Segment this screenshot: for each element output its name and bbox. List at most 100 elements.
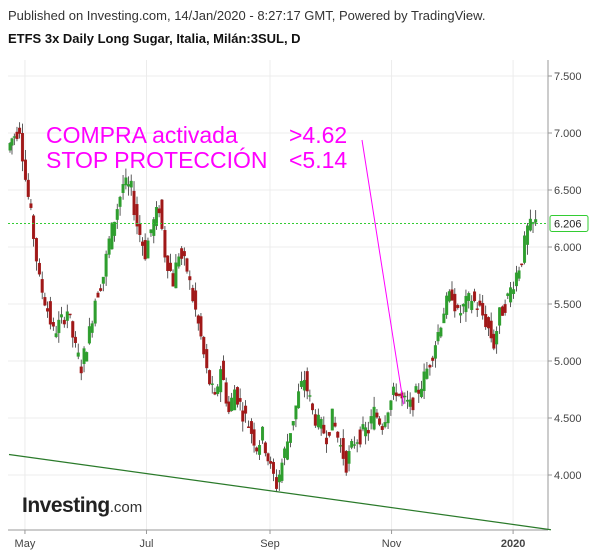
- investing-logo: Investing.com: [22, 494, 143, 517]
- candle: [146, 237, 150, 259]
- candle: [280, 458, 284, 483]
- candle: [313, 409, 317, 428]
- candle: [65, 304, 69, 329]
- candle: [188, 270, 192, 290]
- candle: [489, 312, 493, 343]
- candle: [233, 385, 237, 411]
- candle: [241, 402, 245, 432]
- candle: [202, 335, 206, 359]
- candle: [85, 351, 89, 362]
- candle: [110, 222, 114, 250]
- candle: [467, 291, 471, 309]
- candle: [32, 214, 36, 247]
- candle: [422, 363, 426, 399]
- candle: [470, 295, 474, 314]
- candle: [512, 281, 516, 299]
- x-tick-label: May: [15, 538, 36, 550]
- candle: [445, 292, 449, 319]
- y-tick-label: 7.000: [554, 128, 582, 140]
- candle: [274, 469, 278, 492]
- candle: [34, 237, 38, 271]
- candle: [37, 258, 41, 277]
- candle: [196, 314, 200, 331]
- candle: [263, 441, 267, 457]
- x-axis-ticks: May Jul Sep Nov 2020: [15, 530, 525, 550]
- candle: [93, 298, 97, 327]
- candle: [481, 295, 485, 320]
- candle: [168, 253, 172, 272]
- candle: [219, 365, 223, 403]
- candle: [258, 440, 262, 461]
- candle: [8, 142, 12, 153]
- candle: [285, 433, 289, 461]
- candle: [327, 432, 331, 438]
- candle: [389, 399, 393, 416]
- candle: [143, 233, 147, 261]
- candle: [227, 395, 231, 415]
- candle: [57, 311, 61, 343]
- candle: [29, 199, 33, 211]
- candle: [171, 269, 175, 287]
- candle: [411, 396, 415, 417]
- candle: [378, 416, 382, 427]
- candle: [15, 126, 19, 142]
- candle: [347, 445, 351, 472]
- candle: [366, 421, 370, 441]
- candle: [163, 226, 167, 263]
- annotation-stop-value: <5.14: [289, 147, 347, 173]
- candle: [115, 203, 119, 229]
- last-price-value: 6.206: [554, 219, 582, 231]
- annotation-box: COMPRA activada >4.62 STOP PROTECCIÓN <5…: [46, 122, 347, 173]
- published-attribution: Published on Investing.com, 14/Jan/2020 …: [8, 8, 486, 23]
- candle: [308, 389, 312, 402]
- candle: [361, 416, 365, 432]
- candle: [174, 254, 178, 289]
- chart-title: ETFS 3x Daily Long Sugar, Italia, Milán:…: [8, 31, 301, 46]
- candle: [43, 292, 47, 307]
- x-tick-label: 2020: [501, 538, 525, 550]
- candle: [140, 237, 144, 256]
- candle: [121, 175, 125, 200]
- candle: [433, 341, 437, 368]
- candle: [369, 409, 373, 430]
- candle: [166, 255, 170, 279]
- candle: [249, 418, 253, 444]
- candle: [333, 416, 337, 428]
- candle: [96, 291, 100, 298]
- candle: [294, 405, 298, 428]
- y-tick-label: 4.000: [554, 470, 582, 482]
- candle: [68, 313, 72, 319]
- x-tick-label: Sep: [260, 538, 280, 550]
- candle: [478, 293, 482, 307]
- candle: [316, 408, 320, 430]
- candle: [82, 346, 86, 373]
- candle: [107, 236, 111, 259]
- candle: [514, 265, 518, 292]
- candle: [492, 329, 496, 351]
- candle: [322, 416, 326, 435]
- candle: [372, 396, 376, 431]
- candle: [277, 470, 281, 491]
- candle: [79, 359, 83, 381]
- candle: [138, 215, 142, 243]
- candle: [216, 384, 220, 397]
- candle: [177, 253, 181, 269]
- grid-layer: [8, 60, 548, 530]
- candle: [442, 307, 446, 324]
- candle: [364, 421, 368, 445]
- candle: [124, 168, 128, 190]
- candle: [224, 377, 228, 407]
- candle: [383, 415, 387, 429]
- candle: [425, 361, 429, 380]
- candle: [157, 205, 161, 218]
- candle: [185, 257, 189, 274]
- candle: [338, 438, 342, 453]
- candle: [73, 331, 77, 348]
- candle: [283, 446, 287, 466]
- candle: [252, 422, 256, 453]
- candle: [299, 371, 303, 390]
- candle: [380, 423, 384, 435]
- candle: [397, 393, 401, 397]
- y-tick-label: 5.500: [554, 299, 582, 311]
